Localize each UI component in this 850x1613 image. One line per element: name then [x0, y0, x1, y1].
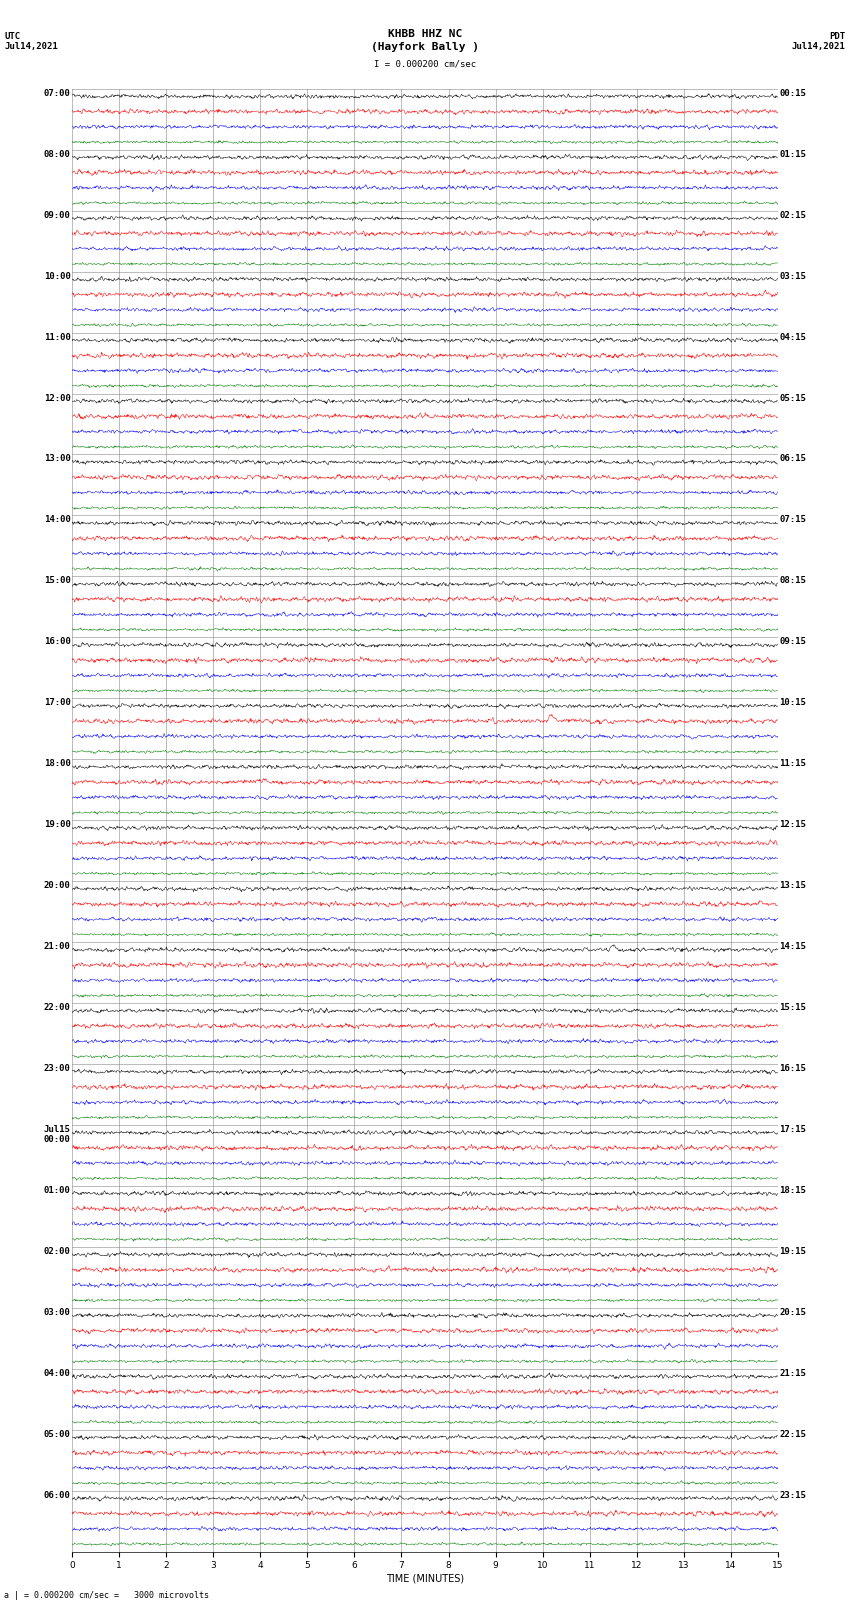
Text: 14:15: 14:15	[779, 942, 806, 952]
Text: 23:00: 23:00	[44, 1065, 71, 1073]
Text: 12:15: 12:15	[779, 821, 806, 829]
Text: 20:15: 20:15	[779, 1308, 806, 1316]
Text: 06:00: 06:00	[44, 1490, 71, 1500]
Text: I = 0.000200 cm/sec: I = 0.000200 cm/sec	[374, 60, 476, 69]
Text: 21:15: 21:15	[779, 1369, 806, 1378]
Text: 01:00: 01:00	[44, 1186, 71, 1195]
Text: 13:15: 13:15	[779, 881, 806, 890]
Text: 22:00: 22:00	[44, 1003, 71, 1011]
Text: 11:00: 11:00	[44, 332, 71, 342]
Text: Jul14,2021: Jul14,2021	[792, 42, 846, 52]
Text: 15:15: 15:15	[779, 1003, 806, 1011]
Text: 17:00: 17:00	[44, 698, 71, 706]
Text: 18:15: 18:15	[779, 1186, 806, 1195]
Text: 10:00: 10:00	[44, 271, 71, 281]
Text: 09:00: 09:00	[44, 211, 71, 219]
Text: 21:00: 21:00	[44, 942, 71, 952]
Text: 07:00: 07:00	[44, 89, 71, 98]
Text: 13:00: 13:00	[44, 455, 71, 463]
Text: 05:15: 05:15	[779, 394, 806, 403]
Text: 02:00: 02:00	[44, 1247, 71, 1257]
Text: 20:00: 20:00	[44, 881, 71, 890]
Text: 02:15: 02:15	[779, 211, 806, 219]
Text: 22:15: 22:15	[779, 1429, 806, 1439]
Text: 15:00: 15:00	[44, 576, 71, 586]
Text: 16:15: 16:15	[779, 1065, 806, 1073]
X-axis label: TIME (MINUTES): TIME (MINUTES)	[386, 1573, 464, 1584]
Text: 05:00: 05:00	[44, 1429, 71, 1439]
Text: 17:15: 17:15	[779, 1124, 806, 1134]
Text: 23:15: 23:15	[779, 1490, 806, 1500]
Text: (Hayfork Bally ): (Hayfork Bally )	[371, 42, 479, 52]
Text: 03:15: 03:15	[779, 271, 806, 281]
Text: KHBB HHZ NC: KHBB HHZ NC	[388, 29, 462, 39]
Text: 04:15: 04:15	[779, 332, 806, 342]
Text: 19:00: 19:00	[44, 821, 71, 829]
Text: 08:00: 08:00	[44, 150, 71, 158]
Text: 18:00: 18:00	[44, 760, 71, 768]
Text: Jul14,2021: Jul14,2021	[4, 42, 58, 52]
Text: 16:00: 16:00	[44, 637, 71, 647]
Text: 10:15: 10:15	[779, 698, 806, 706]
Text: 04:00: 04:00	[44, 1369, 71, 1378]
Text: 19:15: 19:15	[779, 1247, 806, 1257]
Text: 11:15: 11:15	[779, 760, 806, 768]
Text: PDT: PDT	[830, 32, 846, 42]
Text: 07:15: 07:15	[779, 516, 806, 524]
Text: 03:00: 03:00	[44, 1308, 71, 1316]
Text: 08:15: 08:15	[779, 576, 806, 586]
Text: a | = 0.000200 cm/sec =   3000 microvolts: a | = 0.000200 cm/sec = 3000 microvolts	[4, 1590, 209, 1600]
Text: UTC: UTC	[4, 32, 20, 42]
Text: 09:15: 09:15	[779, 637, 806, 647]
Text: 00:15: 00:15	[779, 89, 806, 98]
Text: 01:15: 01:15	[779, 150, 806, 158]
Text: 06:15: 06:15	[779, 455, 806, 463]
Text: Jul15
00:00: Jul15 00:00	[44, 1124, 71, 1144]
Text: 14:00: 14:00	[44, 516, 71, 524]
Text: 12:00: 12:00	[44, 394, 71, 403]
